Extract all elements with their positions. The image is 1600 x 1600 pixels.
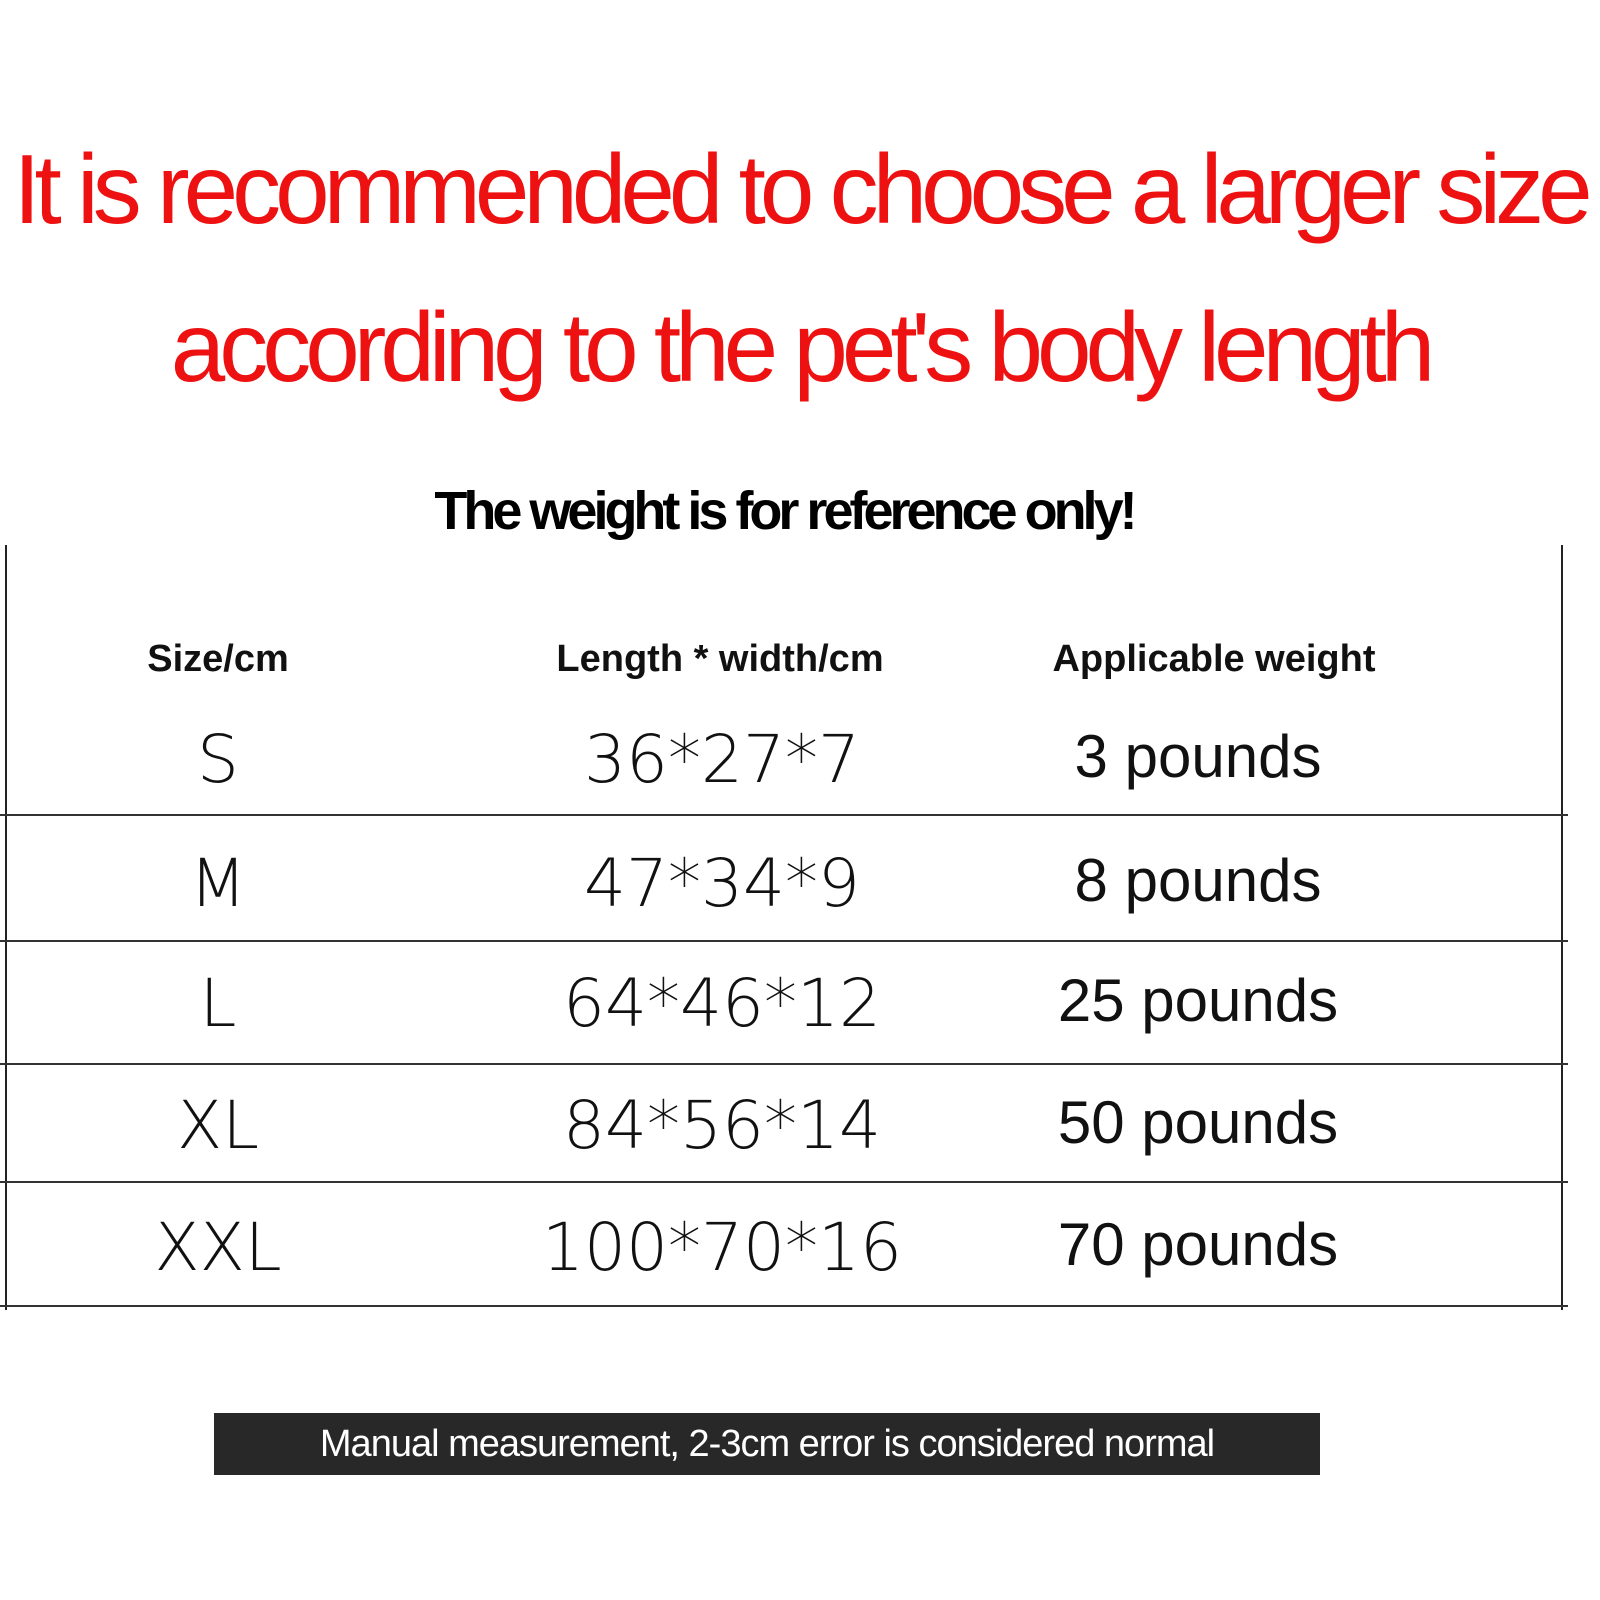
- weight-cell: 50 pounds: [1057, 1089, 1339, 1156]
- header-weight: Applicable weight: [1052, 638, 1376, 680]
- subtitle: The weight is for reference only!: [434, 481, 1137, 541]
- header-dimensions: Length * width/cm: [556, 638, 884, 680]
- dimensions-cell: 100*70*16: [542, 1209, 902, 1286]
- measurement-note-banner: Manual measurement, 2-3cm error is consi…: [214, 1413, 1320, 1475]
- dimensions-cell: 47*34*9: [584, 845, 860, 922]
- size-cell: S: [197, 721, 239, 798]
- header-size: Size/cm: [147, 638, 289, 680]
- headline-line-2: according to the pet's body length: [170, 292, 1436, 402]
- size-cell: L: [199, 965, 237, 1042]
- row-divider: [0, 1063, 1568, 1065]
- weight-cell: 70 pounds: [1057, 1211, 1339, 1278]
- row-divider: [0, 940, 1568, 942]
- weight-cell: 8 pounds: [1074, 847, 1322, 914]
- row-divider: [0, 1305, 1568, 1307]
- dimensions-cell: 36*27*7: [584, 721, 860, 798]
- weight-cell: 25 pounds: [1057, 967, 1339, 1034]
- size-cell: XXL: [154, 1209, 282, 1286]
- weight-cell: 3 pounds: [1074, 723, 1322, 790]
- dimensions-cell: 64*46*12: [563, 965, 881, 1042]
- table-left-border: [5, 545, 7, 1310]
- dimensions-cell: 84*56*14: [563, 1087, 881, 1164]
- size-cell: M: [189, 845, 247, 922]
- size-cell: XL: [177, 1087, 259, 1164]
- table-right-border: [1561, 545, 1563, 1310]
- row-divider: [0, 814, 1568, 816]
- headline-line-1: It is recommended to choose a larger siz…: [13, 134, 1592, 244]
- row-divider: [0, 1181, 1568, 1183]
